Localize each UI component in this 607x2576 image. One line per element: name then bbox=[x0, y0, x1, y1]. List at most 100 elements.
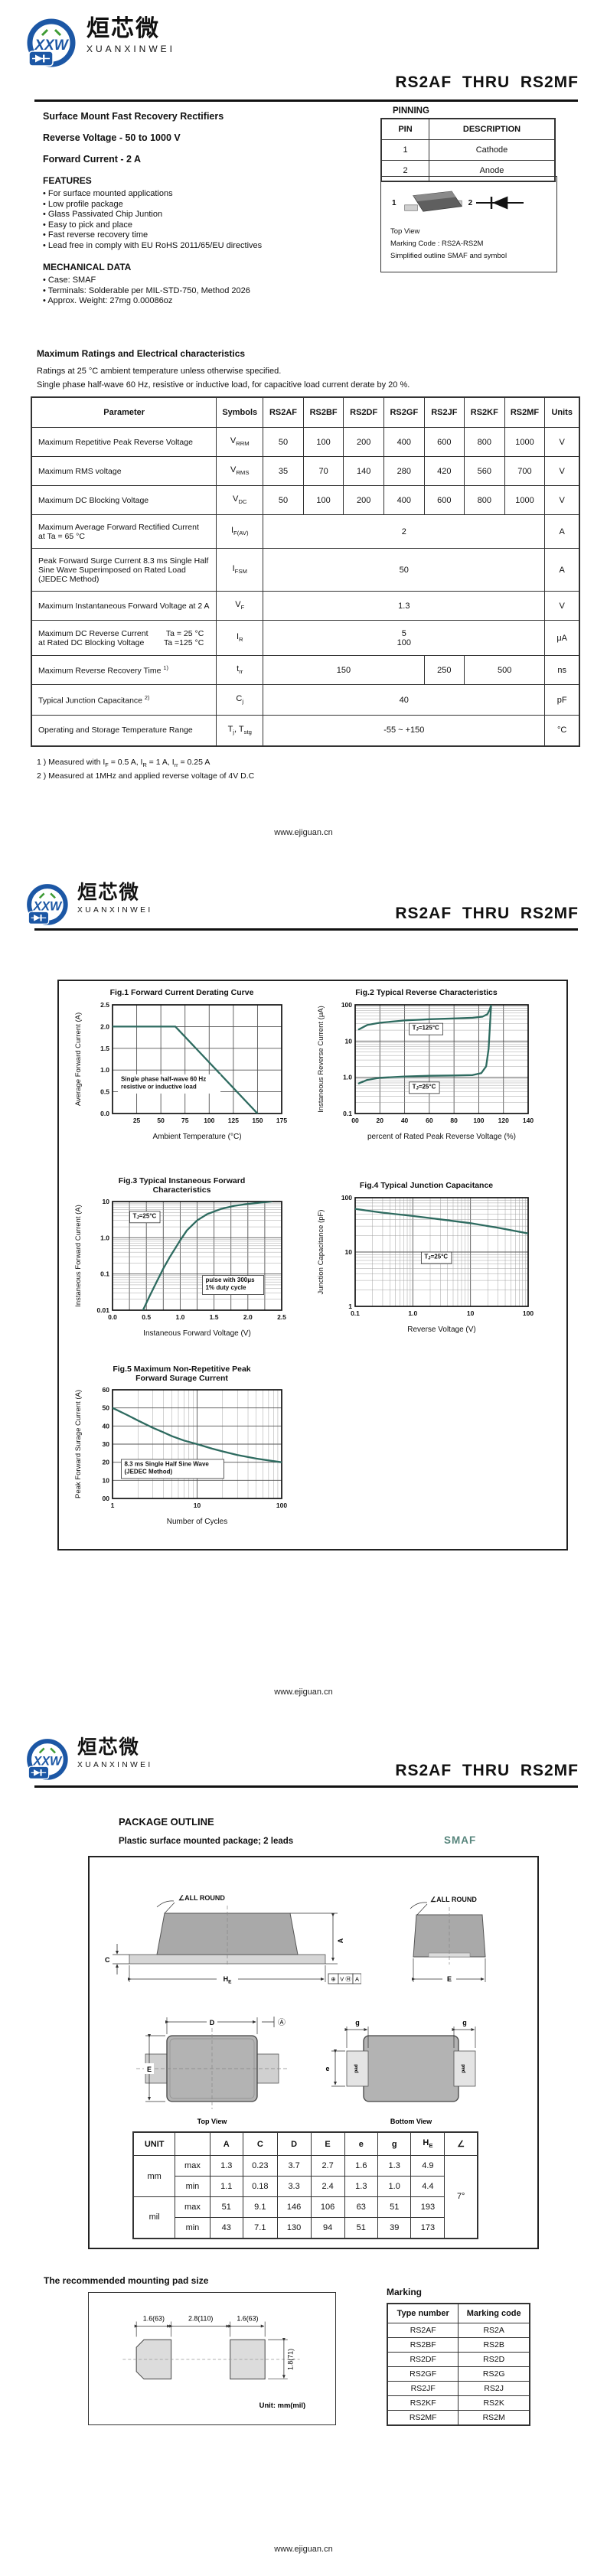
svg-text:1.5: 1.5 bbox=[100, 1045, 109, 1052]
pin2-label: 2 bbox=[468, 198, 473, 207]
dim-minmax-cell: max bbox=[175, 2155, 210, 2177]
ratings-header: RS2JF bbox=[423, 396, 465, 428]
dim-value-cell: 1.1 bbox=[209, 2176, 243, 2197]
marking-header-row: Type number Marking code bbox=[387, 2303, 530, 2323]
dim-value-cell: 2.4 bbox=[310, 2176, 345, 2197]
value-cell: 200 bbox=[343, 485, 384, 515]
tol-cell: ⊕ bbox=[331, 1976, 335, 1983]
marking-row: RS2AF RS2A bbox=[387, 2323, 530, 2338]
pinning-header: PIN bbox=[380, 118, 429, 140]
unit-cell: A bbox=[544, 514, 580, 549]
logo-icon: XXW bbox=[27, 18, 76, 67]
pinning-row: 1 Cathode bbox=[380, 139, 556, 161]
dim-header: g bbox=[377, 2131, 412, 2156]
unit-cell: pF bbox=[544, 684, 580, 716]
intro-column: Surface Mount Fast Recovery Rectifiers R… bbox=[43, 111, 341, 318]
brand-name-cn: 烜芯微 bbox=[77, 1736, 140, 1759]
dim-unit-cell: mm bbox=[132, 2155, 176, 2197]
datum-a-label: Ⓐ bbox=[278, 2018, 286, 2027]
pad-label: pad bbox=[461, 2064, 466, 2073]
param-cell: Maximum DC Reverse Current Ta = 25 °C at R… bbox=[31, 620, 217, 656]
svg-text:TJ=25°C: TJ=25°C bbox=[413, 1083, 436, 1091]
pinning-header-row: PIN DESCRIPTION bbox=[380, 118, 556, 140]
all-round-label: ∠ALL ROUND bbox=[178, 1894, 225, 1902]
unit-cell: °C bbox=[544, 715, 580, 746]
dim-minmax-cell: min bbox=[175, 2176, 210, 2197]
page-1: XXW 烜芯微 XUANXINWEI RS2AF THRU RS2MF Surf… bbox=[0, 0, 607, 880]
fig3-chart: 0.0 0.5 1.0 1.5 2.0 2.5 0.01 0.1 1.0 10 Instaneous… bbox=[74, 1198, 286, 1338]
package-drawing-box: ∠ALL ROUND A C HE ⊕ V Ⓜ A bbox=[88, 1856, 539, 2249]
doc-title: RS2AF THRU RS2MF bbox=[395, 905, 579, 922]
svg-text:Instaneous Forward Voltage (V): Instaneous Forward Voltage (V) bbox=[143, 1329, 251, 1338]
dim-value-cell: 1.6 bbox=[344, 2155, 379, 2177]
marking-row: RS2JF RS2J bbox=[387, 2381, 530, 2396]
footer-url: www.ejiguan.cn bbox=[274, 828, 333, 837]
bottom-view-caption: Bottom View bbox=[390, 2118, 432, 2125]
marking-cell: RS2B bbox=[458, 2337, 530, 2353]
ratings-footnote: 2 ) Measured at 1MHz and applied reverse… bbox=[37, 771, 255, 781]
value-cell: 150 bbox=[263, 655, 425, 685]
svg-text:50: 50 bbox=[157, 1117, 165, 1124]
dim-header: D bbox=[276, 2131, 312, 2156]
pinning-row: 2 Anode bbox=[380, 160, 556, 182]
svg-text:10: 10 bbox=[345, 1248, 353, 1256]
dim-value-cell: 51 bbox=[377, 2196, 412, 2218]
fig4-chart: 0.1 1.0 10 100 1 10 100 Reverse Voltage (V) Junc… bbox=[317, 1194, 534, 1334]
value-cell: 250 bbox=[423, 655, 465, 685]
value-cell: 1000 bbox=[504, 485, 546, 515]
svg-text:1.0: 1.0 bbox=[408, 1309, 417, 1317]
svg-text:8.3 ms Single Half Sine Wave(J: 8.3 ms Single Half Sine Wave (JEDEC Metho… bbox=[124, 1460, 209, 1475]
value-cell: 50 bbox=[263, 548, 546, 592]
pad-dim-right: 1.6(63) bbox=[237, 2315, 258, 2323]
svg-text:10: 10 bbox=[103, 1198, 110, 1205]
brand-logo: XXW 烜芯微 XUANXINWEI bbox=[25, 1737, 153, 1785]
value-cell: 50 bbox=[263, 427, 304, 457]
svg-text:0.0: 0.0 bbox=[108, 1313, 117, 1321]
svg-text:2.5: 2.5 bbox=[277, 1313, 286, 1321]
value-cell: 560 bbox=[463, 456, 505, 486]
value-cell: 1.3 bbox=[263, 591, 546, 621]
fig5-chart: 1 10 100 00 10 20 30 40 50 60 Number of Cycles Peak… bbox=[74, 1386, 287, 1526]
dim-value-cell: 51 bbox=[344, 2217, 379, 2239]
figures-box bbox=[57, 980, 568, 1550]
brand-name-en: XUANXINWEI bbox=[77, 905, 153, 915]
footer-url: www.ejiguan.cn bbox=[274, 1687, 333, 1697]
value-cell: 500 bbox=[463, 655, 546, 685]
pinning-table: PIN DESCRIPTION 1 Cathode 2 Anode bbox=[380, 118, 556, 182]
ratings-heading: Maximum Ratings and Electrical character… bbox=[37, 348, 246, 359]
value-cell: 420 bbox=[423, 456, 465, 486]
marking-header: Marking code bbox=[458, 2303, 530, 2323]
svg-text:120: 120 bbox=[498, 1117, 509, 1124]
dim-minmax-cell: min bbox=[175, 2217, 210, 2239]
doc-title: RS2AF THRU RS2MF bbox=[395, 73, 579, 91]
svg-text:40: 40 bbox=[401, 1117, 409, 1124]
symbol-cell: IR bbox=[216, 620, 264, 656]
param-cell: Peak Forward Surge Current 8.3 ms Single… bbox=[31, 548, 217, 592]
param-cell: Operating and Storage Temperature Range bbox=[31, 715, 217, 746]
brand-name-cn: 烜芯微 bbox=[77, 882, 140, 904]
header-rule bbox=[34, 99, 578, 102]
list-item: Glass Passivated Chip Juntion bbox=[43, 210, 341, 220]
marking-header: Type number bbox=[387, 2303, 459, 2323]
marking-cell: RS2D bbox=[458, 2352, 530, 2367]
brand-name-en: XUANXINWEI bbox=[77, 1759, 153, 1769]
value-cell: 50 bbox=[263, 485, 304, 515]
dim-value-cell: 3.3 bbox=[276, 2176, 312, 2197]
fig1-title: Fig.1 Forward Current Derating Curve bbox=[109, 988, 254, 997]
svg-text:Peak Forward Surage Current (A: Peak Forward Surage Current (A) bbox=[74, 1390, 83, 1498]
svg-text:00: 00 bbox=[103, 1495, 110, 1502]
param-cell: Maximum Repetitive Peak Reverse Voltage bbox=[31, 427, 217, 457]
unit-cell: μA bbox=[544, 620, 580, 656]
ratings-header: RS2BF bbox=[302, 396, 344, 428]
logo-diode-icon bbox=[32, 54, 50, 63]
dim-d-label: D bbox=[210, 2019, 215, 2027]
outline-caption: Marking Code : RS2A-RS2M bbox=[390, 240, 484, 248]
svg-text:150: 150 bbox=[252, 1117, 263, 1124]
logo-text: XXW bbox=[33, 1755, 64, 1769]
all-round-label: ∠ALL ROUND bbox=[430, 1896, 477, 1903]
dim-he-label: HE bbox=[224, 1975, 233, 1985]
svg-text:100: 100 bbox=[341, 1001, 352, 1009]
dim-value-cell: 0.23 bbox=[242, 2155, 278, 2177]
dim-e-label: E bbox=[447, 1975, 452, 1983]
